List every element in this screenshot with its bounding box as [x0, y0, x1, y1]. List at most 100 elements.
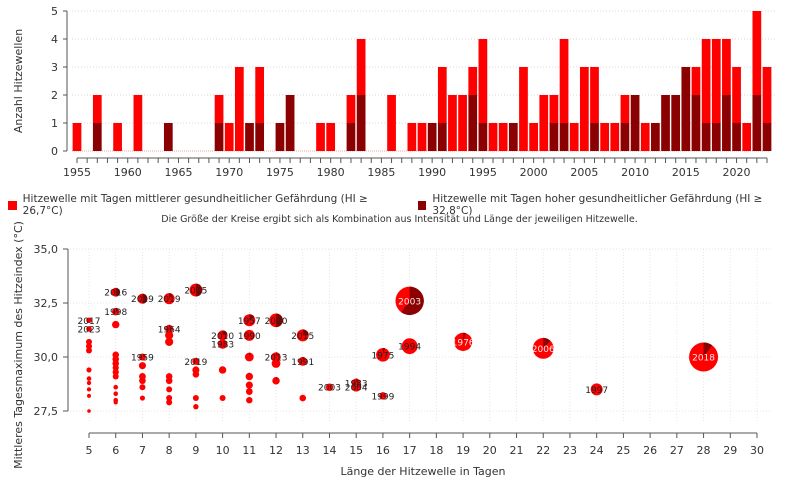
bar-x-tick-label: 2000 — [520, 166, 548, 179]
bubble-unlabeled — [138, 362, 146, 370]
bar-x-tick-label: 2005 — [570, 166, 598, 179]
bubble-chart-x-axis-label: Länge der Hitzewelle in Tagen — [340, 465, 505, 478]
bubble-circle — [112, 364, 119, 371]
bar-moderate-1995 — [478, 39, 488, 123]
bubble-unlabeled — [165, 377, 173, 385]
bubble-unlabeled — [166, 399, 173, 406]
bubble-circle — [112, 373, 119, 380]
bar-chart-bars — [72, 11, 772, 151]
bubble-unlabeled — [86, 380, 92, 386]
bubble-1983 — [217, 339, 228, 349]
bar-moderate-2006 — [590, 67, 599, 123]
bubble-x-tick-label: 22 — [536, 444, 550, 457]
bubble-x-tick-label: 27 — [670, 444, 684, 457]
bar-moderate-2004 — [569, 123, 579, 151]
bubble-2006 — [532, 337, 554, 359]
bubble-circle — [166, 395, 173, 402]
bubble-x-tick-label: 8 — [166, 444, 173, 457]
bar-x-tick-label: 1995 — [469, 166, 497, 179]
bubble-label-2020: 2020 — [265, 317, 288, 327]
bar-y-tick-label: 1 — [51, 117, 58, 130]
bubble-unlabeled — [246, 396, 253, 404]
bubble-2020 — [269, 313, 283, 328]
bar-moderate-1983 — [356, 39, 366, 95]
bar-moderate-1955 — [72, 123, 82, 151]
bubble-unlabeled — [86, 376, 92, 381]
bubble-high-slice — [195, 283, 203, 297]
bar-x-tick-label: 1985 — [367, 166, 395, 179]
bubble-circle — [192, 370, 200, 378]
bubble-label-2019: 2019 — [184, 358, 207, 368]
bubble-circle — [138, 353, 146, 361]
bubble-circle — [138, 362, 146, 370]
bar-moderate-2021 — [742, 123, 752, 151]
bubble-x-tick-label: 9 — [192, 444, 199, 457]
bubble-x-tick-label: 17 — [403, 444, 417, 457]
bar-moderate-1961 — [133, 95, 143, 151]
bubble-label-2019: 2019 — [131, 295, 154, 305]
bubble-circle — [245, 381, 253, 389]
bar-moderate-2020 — [732, 67, 741, 123]
bar-moderate-2007 — [600, 123, 610, 151]
bubble-chart-axes: 27,5 30,0 32,5 35,0 5 6 7 8 9 10 11 12 13 14 15 16 17 18 1… — [34, 243, 765, 457]
bubble-chart-labels: 2017202320161998201919592019196420152019… — [78, 287, 716, 403]
bubble-circle — [218, 366, 227, 374]
bubble-unlabeled — [245, 372, 254, 381]
legend-swatch-moderate — [8, 200, 17, 210]
bar-high-2018 — [711, 123, 721, 151]
bar-x-tick-label: 1960 — [114, 166, 142, 179]
bar-high-2014 — [671, 95, 681, 151]
bubble-label-1994: 1994 — [398, 343, 421, 353]
bubble-high-slice — [463, 332, 466, 342]
bubble-label-1983: 1983 — [211, 341, 234, 351]
bar-moderate-2000 — [529, 123, 538, 151]
bubble-high-slice — [142, 293, 148, 304]
bubble-x-tick-label: 13 — [296, 444, 310, 457]
bar-y-tick-label: 0 — [51, 145, 58, 158]
bubble-circle — [689, 342, 719, 372]
bar-high-1994 — [468, 95, 478, 151]
bubble-high-slice — [222, 330, 228, 336]
bubble-circle — [113, 400, 118, 405]
bubble-x-tick-label: 12 — [269, 444, 283, 457]
bubble-2013 — [271, 352, 281, 362]
bar-high-1976 — [285, 95, 295, 151]
bubble-2016 — [111, 287, 121, 297]
bubble-unlabeled — [245, 388, 253, 395]
legend-label-high: Hitzewelle mit Tagen hoher gesundheitlic… — [432, 193, 763, 217]
bar-moderate-2023 — [762, 67, 772, 123]
bubble-label-1997: 1997 — [585, 386, 608, 396]
bubble-circle — [401, 338, 418, 355]
bubble-circle — [165, 324, 174, 333]
bubble-label-2016: 2016 — [104, 289, 127, 299]
bubble-label-1990: 1990 — [238, 332, 261, 342]
bar-moderate-1971 — [234, 67, 244, 151]
bar-moderate-1996 — [488, 123, 498, 151]
bubble-circle — [243, 329, 255, 341]
bubble-high-slice — [249, 314, 255, 321]
bubble-2018 — [689, 342, 719, 372]
bubble-x-tick-label: 23 — [563, 444, 577, 457]
bar-x-tick-label: 1955 — [63, 166, 91, 179]
bubble-unlabeled — [112, 360, 120, 367]
bubble-unlabeled — [218, 366, 227, 374]
bubble-circle — [166, 399, 173, 406]
bar-moderate-2022 — [752, 11, 762, 95]
bubble-x-tick-label: 20 — [483, 444, 497, 457]
bar-moderate-1957 — [92, 95, 102, 123]
bar-high-2009 — [620, 123, 630, 151]
bubble-high-slice — [302, 329, 309, 336]
bubble-high-slice — [543, 337, 551, 349]
bubble-x-tick-label: 14 — [322, 444, 336, 457]
bubble-label-2013: 2013 — [265, 354, 288, 364]
bubble-high-slice — [276, 313, 283, 328]
bar-moderate-1992 — [448, 95, 457, 151]
bubble-circle — [139, 395, 146, 401]
bubble-circle — [351, 382, 361, 392]
bubble-unlabeled — [192, 395, 199, 402]
bar-high-1969 — [214, 123, 224, 151]
bubble-1976 — [453, 332, 473, 352]
bubble-circle — [86, 317, 92, 324]
bubble-1997 — [590, 383, 603, 396]
bar-high-2006 — [590, 123, 599, 151]
